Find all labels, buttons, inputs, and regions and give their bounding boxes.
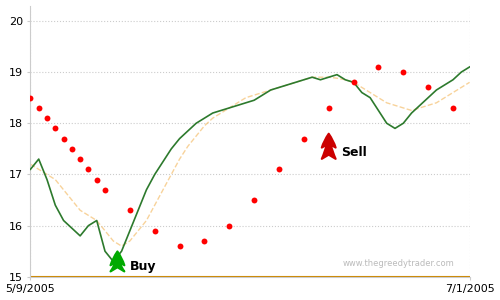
Point [324, 106, 332, 110]
Point [300, 136, 308, 141]
Point [374, 64, 382, 69]
Point [76, 157, 84, 161]
Point [43, 116, 51, 121]
Point [250, 198, 258, 203]
Point [26, 95, 34, 100]
Text: www.thegreedytrader.com: www.thegreedytrader.com [342, 259, 454, 268]
Point [101, 188, 109, 192]
Point [150, 228, 158, 233]
Point [176, 244, 184, 248]
Point [68, 146, 76, 151]
Point [126, 208, 134, 213]
Text: Buy: Buy [130, 260, 156, 273]
Point [200, 238, 208, 243]
Point [60, 136, 68, 141]
Point [449, 106, 457, 110]
Point [34, 106, 42, 110]
Text: Sell: Sell [341, 146, 367, 159]
Point [400, 70, 407, 74]
Point [424, 85, 432, 90]
Point [226, 223, 234, 228]
Point [92, 177, 100, 182]
Point [275, 167, 283, 172]
Point [350, 80, 358, 85]
Point [52, 126, 60, 131]
Point [84, 167, 92, 172]
